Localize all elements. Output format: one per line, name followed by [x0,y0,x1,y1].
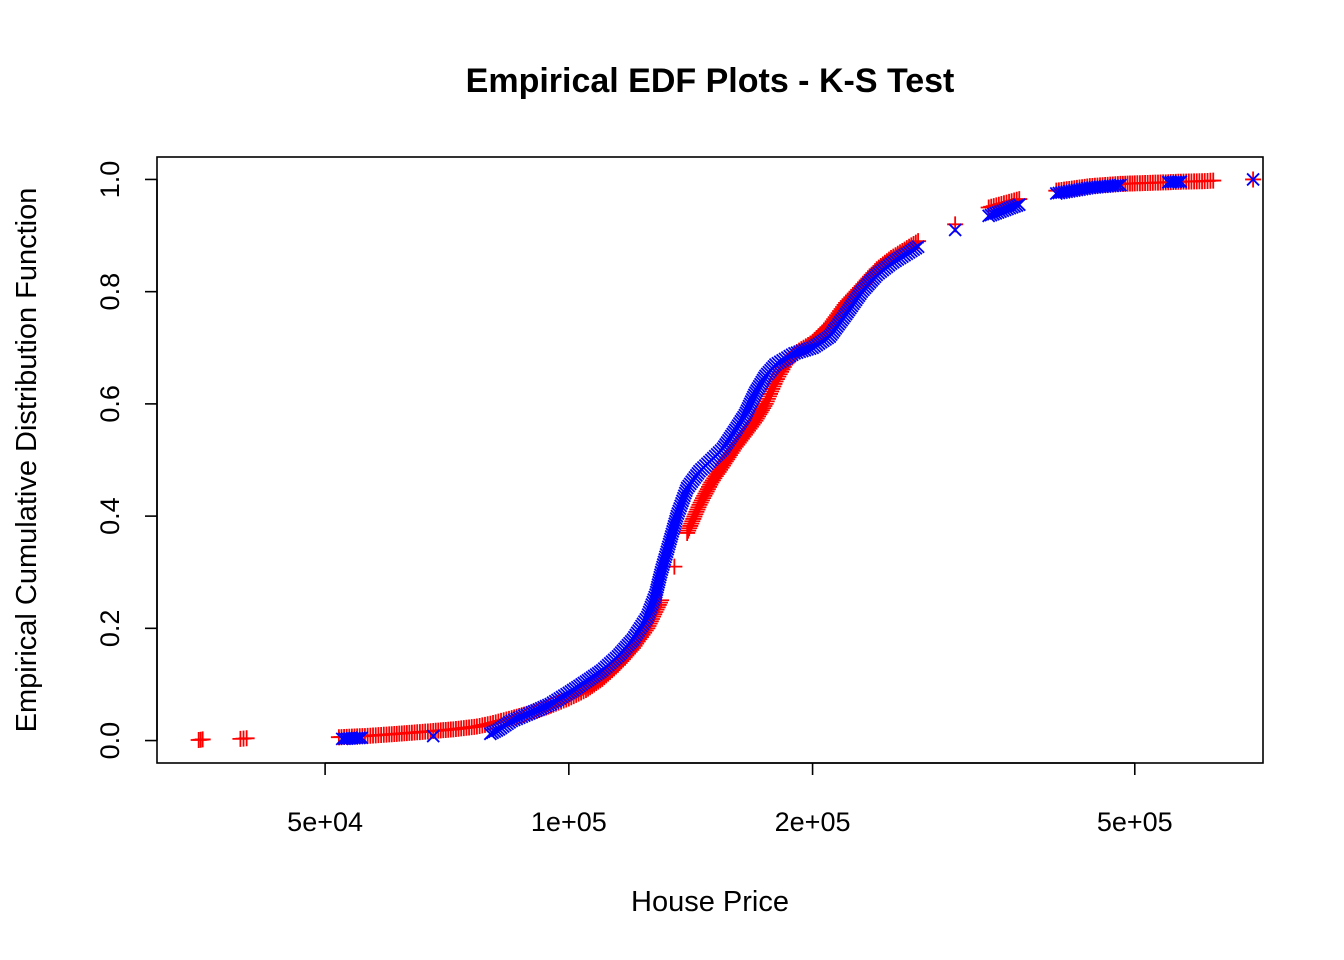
cross-marker [661,540,676,554]
cross-marker [659,547,673,562]
cross-marker [355,731,369,745]
x-tick-label: 2e+05 [775,807,851,837]
y-tick-label: 1.0 [95,161,125,199]
plus-marker [707,468,724,485]
cross-marker [658,552,672,567]
cross-marker [984,208,998,222]
cross-marker [1010,198,1024,213]
y-tick-label: 0.6 [95,385,125,423]
cross-marker [911,240,925,254]
cross-marker [993,204,1008,219]
cross-marker [426,729,440,743]
x-tick-label: 1e+05 [531,807,607,837]
data-points [190,171,1262,748]
cross-marker [668,514,683,528]
cross-marker [663,532,678,546]
y-tick-label: 0.8 [95,273,125,311]
chart-title: Empirical EDF Plots - K-S Test [466,62,955,100]
plus-marker [755,400,772,417]
cross-marker [653,568,668,582]
cross-marker [651,578,665,592]
cross-marker [352,731,366,745]
cross-marker [1171,175,1185,189]
plus-marker [703,474,720,491]
cross-marker [1113,178,1128,192]
cross-marker [1012,198,1026,212]
cross-marker [660,545,674,559]
cross-marker [655,560,670,574]
cross-marker [665,527,679,541]
cross-marker [652,575,666,589]
x-axis-label: House Price [631,886,789,918]
plus-marker [238,730,255,747]
cross-marker [998,203,1012,217]
x-tick-label: 5e+05 [1097,807,1173,837]
cross-marker [653,570,667,584]
plus-marker [710,463,727,480]
cross-marker [989,206,1003,220]
series-plus [190,171,1262,748]
cross-marker [1246,172,1260,187]
cross-marker [996,204,1010,218]
cross-marker [1108,178,1122,193]
cross-marker [1000,202,1015,216]
cross-marker [662,537,676,551]
cross-marker [655,563,669,577]
y-tick-label: 0.2 [95,610,125,648]
cross-marker [986,207,1001,221]
plus-marker [1205,172,1222,189]
cross-marker [657,555,671,569]
plus-marker [752,404,769,421]
cross-marker [664,529,678,544]
y-axis: 0.0 0.2 0.4 0.6 0.8 1.0 [95,161,158,760]
cross-marker [1111,178,1125,192]
plus-marker [753,402,770,419]
cross-marker [658,550,673,564]
x-axis: 5e+04 1e+05 2e+05 5e+05 [287,762,1173,837]
cross-marker [667,519,681,533]
plus-marker [712,461,729,478]
cross-marker [1169,175,1183,189]
plus-marker [704,472,721,489]
plus-marker [709,466,726,483]
series-cross [335,172,1260,746]
cross-marker [982,209,996,223]
cross-marker [666,524,680,539]
plus-marker [194,731,211,748]
cross-marker [652,573,666,587]
cross-marker [1005,200,1019,214]
y-tick-label: 0.0 [95,722,125,760]
cross-marker [1174,175,1188,189]
cross-marker [991,205,1005,220]
cross-marker [1003,201,1017,215]
cross-marker [649,588,663,602]
cross-marker [1007,199,1022,214]
plus-marker [702,476,719,493]
cross-marker [648,590,662,604]
cross-marker [654,565,668,579]
cross-marker [650,580,665,594]
y-axis-label: Empirical Cumulative Distribution Functi… [11,188,43,733]
cross-marker [649,585,663,599]
cross-marker [948,223,962,237]
cross-marker [661,542,675,556]
x-tick-label: 5e+04 [287,807,363,837]
cross-marker [650,583,664,597]
cross-marker [350,731,364,745]
plus-marker [706,470,723,487]
cross-marker [668,517,682,531]
plus-marker [713,459,730,476]
cross-marker [656,557,670,572]
y-tick-label: 0.4 [95,497,125,535]
cross-marker [663,534,677,549]
cross-marker [666,522,681,536]
